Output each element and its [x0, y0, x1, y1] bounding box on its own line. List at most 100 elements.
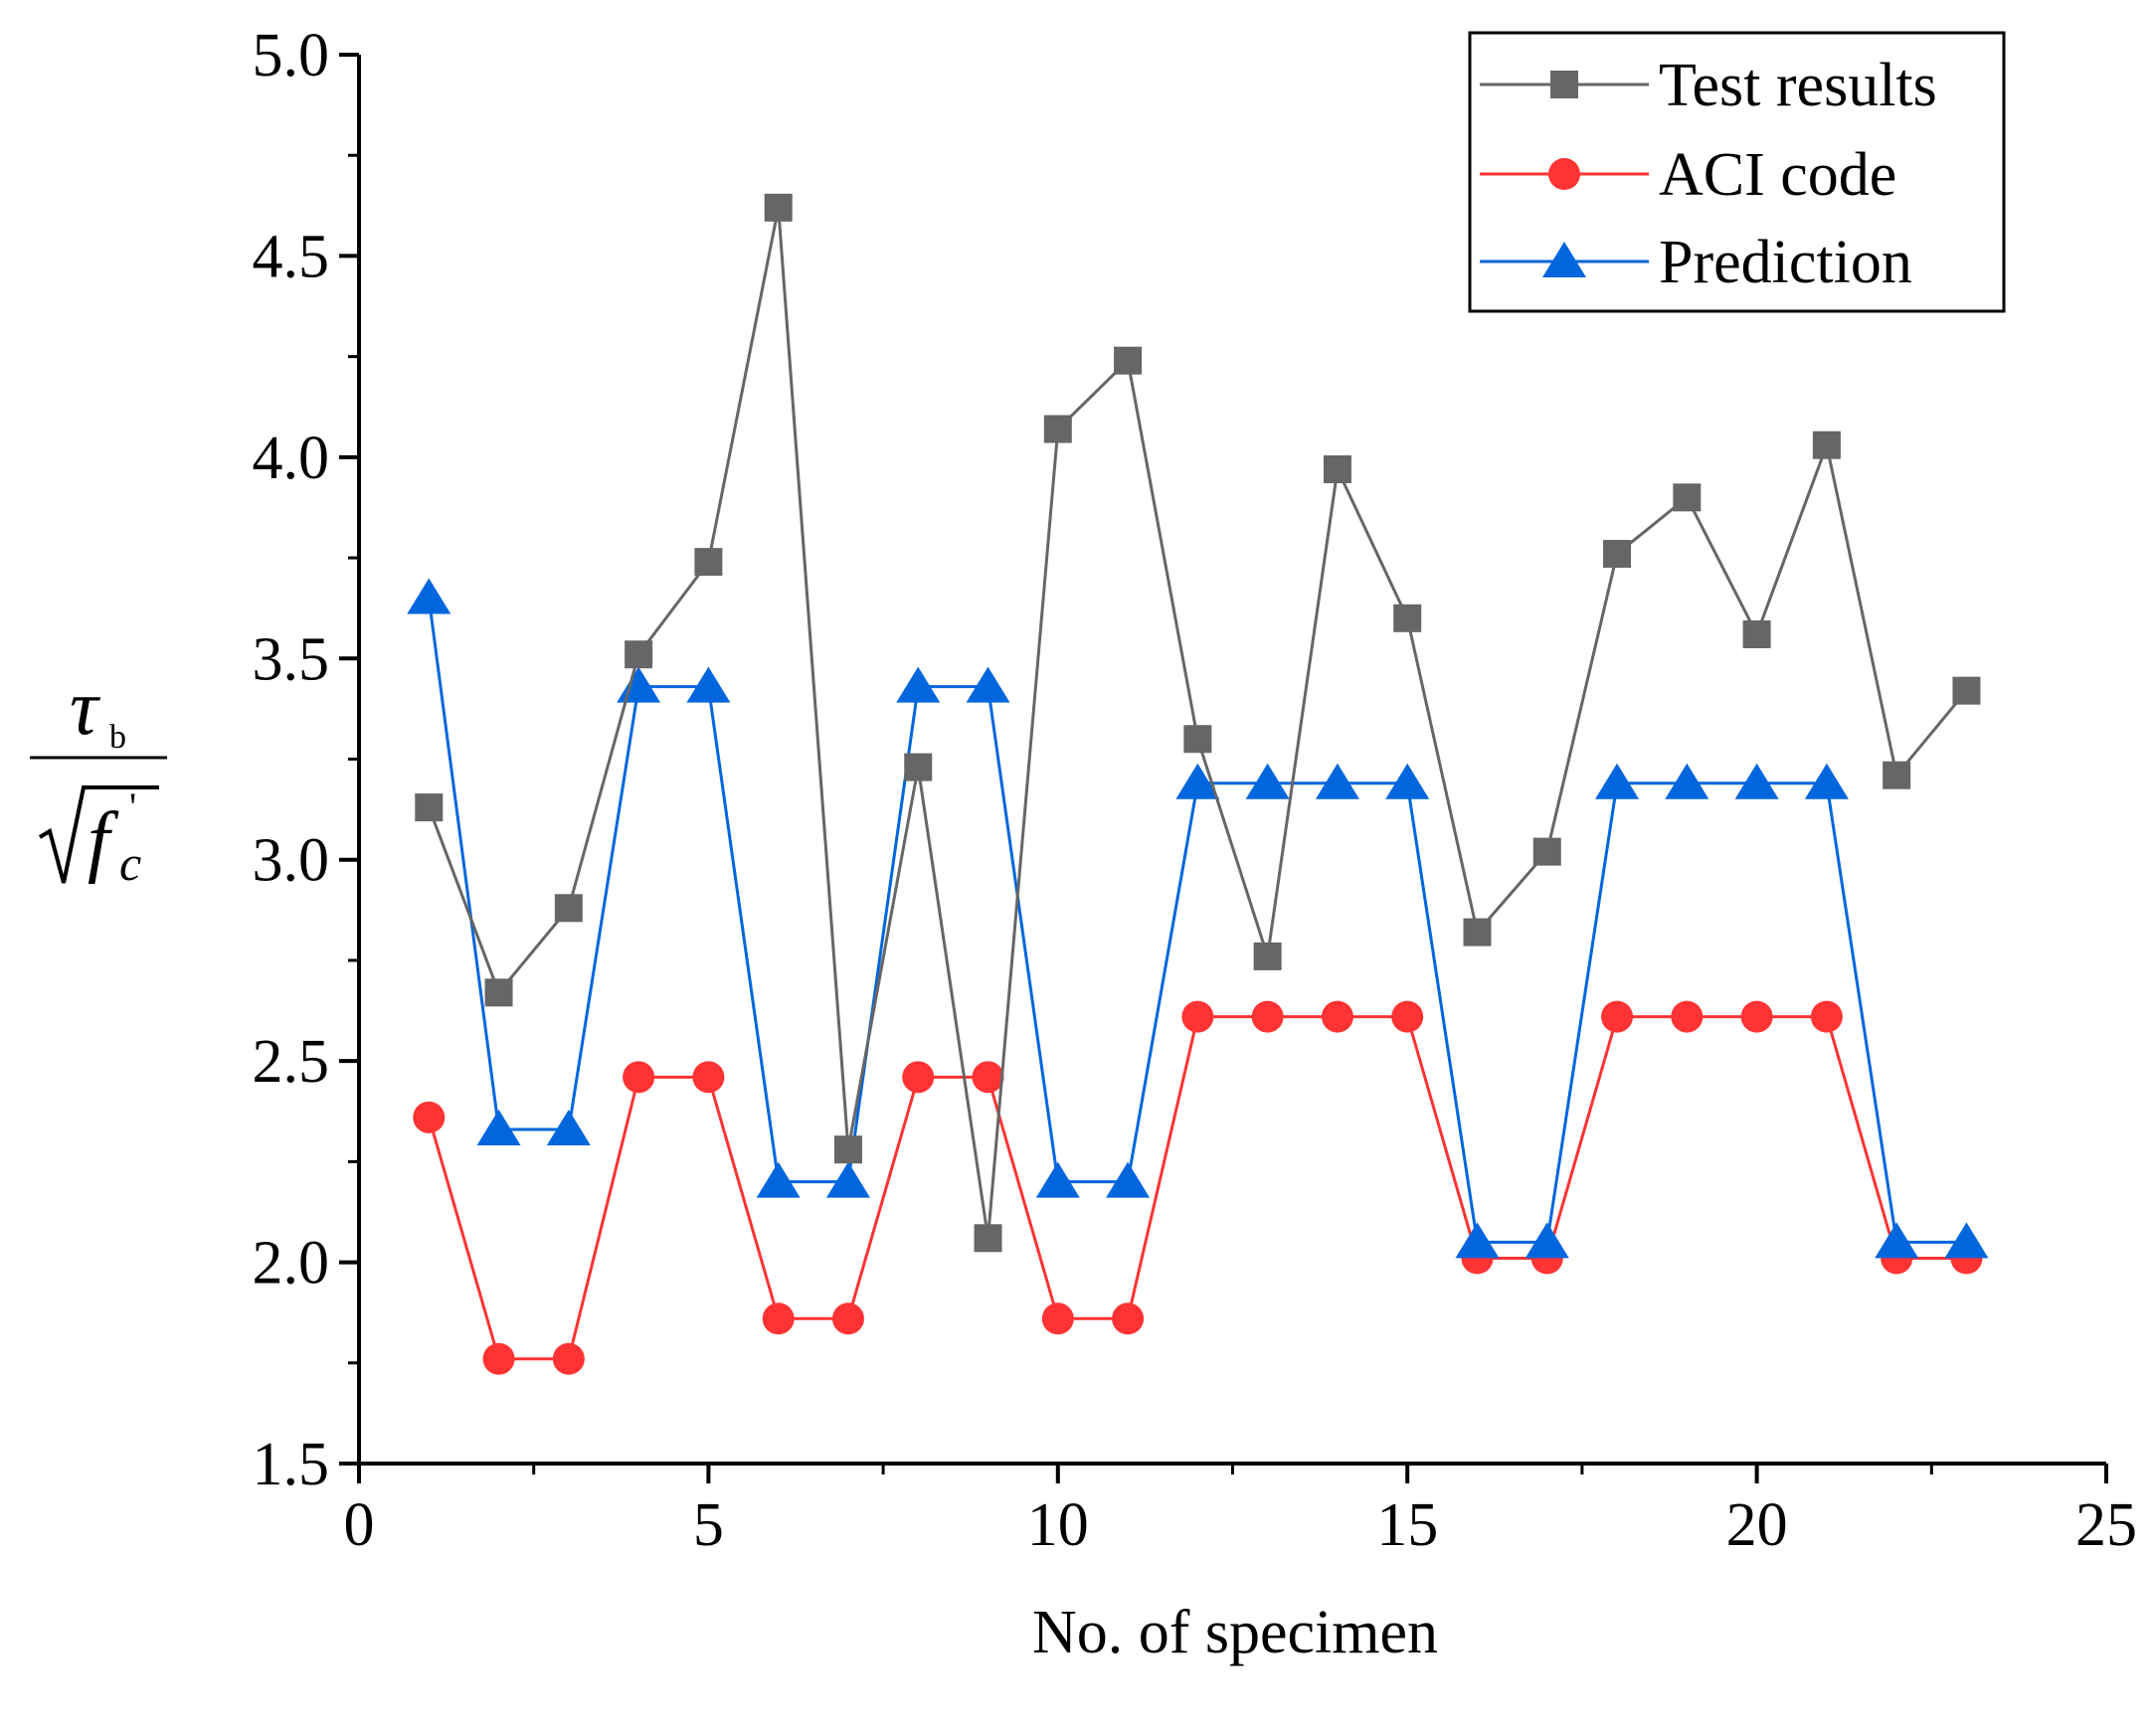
y-axis-radical-icon — [38, 785, 159, 884]
legend-item-prediction: Prediction — [1480, 229, 1912, 296]
series-line-test-results — [427, 207, 1968, 1239]
data-point-prediction — [1665, 763, 1709, 799]
series-line-prediction — [427, 598, 1967, 1244]
legend-label-test-results: Test results — [1659, 52, 1937, 119]
data-point-aci-code — [1112, 1302, 1145, 1335]
data-point-test-results — [904, 753, 933, 781]
data-point-prediction — [686, 666, 731, 703]
y-tick-label: 1.5 — [253, 1431, 330, 1498]
data-point-test-results — [833, 1135, 862, 1164]
data-point-aci-code — [482, 1342, 515, 1375]
y-axis-numerator-subscript: b — [109, 719, 126, 756]
y-tick-label: 4.5 — [253, 223, 330, 290]
data-point-prediction — [407, 578, 451, 614]
data-point-aci-code — [1671, 1000, 1704, 1033]
series-test-results — [415, 193, 1981, 1253]
x-tick-label: 0 — [344, 1491, 375, 1559]
data-point-test-results — [415, 793, 444, 822]
y-tick-label: 3.5 — [253, 625, 330, 693]
data-point-test-results — [1183, 725, 1212, 754]
data-point-prediction — [1106, 1161, 1151, 1198]
y-tick-label: 3.0 — [253, 827, 330, 895]
y-axis-denominator-subscript: c — [119, 835, 141, 891]
legend-items: Test results ACI code Prediction — [1480, 52, 1937, 296]
data-point-aci-code — [1740, 1000, 1773, 1033]
data-point-prediction — [1035, 1161, 1080, 1198]
y-tick-label: 2.0 — [253, 1230, 330, 1298]
data-point-prediction — [896, 666, 941, 703]
y-axis-numerator-symbol: τ — [70, 664, 101, 752]
data-point-prediction — [1245, 763, 1290, 799]
legend-label-prediction: Prediction — [1659, 229, 1912, 296]
series-layer — [407, 193, 1989, 1375]
ticks: 0 5 10 15 20 25 1.5 2.0 2.5 3.0 3.5 4.0 4.5 5.0 — [253, 22, 2138, 1559]
data-point-test-results — [1463, 918, 1492, 947]
data-point-test-results — [1253, 942, 1282, 970]
series-line-aci-code — [427, 1015, 1967, 1361]
data-point-prediction — [1455, 1222, 1500, 1259]
data-point-test-results — [1114, 346, 1143, 375]
y-axis-denominator-prime: ' — [129, 784, 136, 829]
data-point-test-results — [1532, 837, 1561, 866]
y-axis-title: τ b f c ' — [30, 664, 167, 891]
data-point-prediction — [1385, 763, 1430, 799]
data-point-test-results — [1323, 455, 1351, 484]
data-point-aci-code — [413, 1101, 446, 1133]
data-point-aci-code — [1321, 1000, 1353, 1033]
data-point-prediction — [825, 1161, 870, 1198]
data-point-test-results — [1673, 483, 1702, 512]
y-tick-label: 2.5 — [253, 1028, 330, 1096]
data-point-aci-code — [692, 1061, 725, 1094]
data-point-prediction — [1734, 763, 1779, 799]
legend-marker-aci-code — [1548, 158, 1580, 190]
data-point-test-results — [625, 640, 653, 669]
data-point-aci-code — [623, 1061, 655, 1094]
data-point-test-results — [1742, 619, 1771, 648]
data-point-prediction — [1875, 1222, 1919, 1259]
data-point-prediction — [1944, 1222, 1989, 1259]
data-point-prediction — [756, 1161, 801, 1198]
data-point-prediction — [1525, 1222, 1569, 1259]
data-point-test-results — [1603, 540, 1632, 569]
data-point-aci-code — [902, 1061, 935, 1094]
x-tick-label: 5 — [693, 1491, 724, 1559]
data-point-test-results — [1883, 761, 1911, 789]
series-aci-code — [413, 1000, 1983, 1375]
legend-marker-prediction — [1542, 242, 1586, 277]
data-point-test-results — [1393, 604, 1422, 632]
data-point-test-results — [1043, 415, 1072, 443]
data-point-prediction — [476, 1109, 521, 1145]
x-tick-label: 25 — [2075, 1491, 2137, 1559]
legend-marker-test-results — [1550, 71, 1578, 98]
data-point-test-results — [974, 1224, 1002, 1253]
series-prediction — [407, 578, 1989, 1259]
legend: Test results ACI code Prediction — [1468, 31, 2006, 313]
data-point-aci-code — [1601, 1000, 1634, 1033]
data-point-aci-code — [762, 1302, 795, 1335]
data-point-test-results — [554, 894, 583, 923]
data-point-prediction — [1315, 763, 1359, 799]
legend-item-test-results: Test results — [1480, 52, 1937, 119]
data-point-prediction — [617, 666, 661, 703]
x-tick-label: 10 — [1027, 1491, 1089, 1559]
data-point-prediction — [1595, 763, 1640, 799]
y-tick-label: 4.0 — [253, 425, 330, 492]
data-point-test-results — [1952, 676, 1981, 705]
data-point-aci-code — [1391, 1000, 1424, 1033]
data-point-test-results — [484, 978, 513, 1007]
legend-item-aci-code: ACI code — [1480, 141, 1896, 209]
data-point-prediction — [546, 1109, 591, 1145]
data-point-aci-code — [1251, 1000, 1284, 1033]
x-tick-label: 15 — [1376, 1491, 1438, 1559]
data-point-aci-code — [831, 1302, 864, 1335]
data-point-aci-code — [972, 1061, 1004, 1094]
data-point-test-results — [764, 193, 793, 222]
data-point-aci-code — [1181, 1000, 1214, 1033]
data-point-aci-code — [1810, 1000, 1843, 1033]
legend-label-aci-code: ACI code — [1659, 141, 1896, 209]
x-tick-label: 20 — [1726, 1491, 1788, 1559]
data-point-prediction — [1804, 763, 1849, 799]
x-axis-title: No. of specimen — [1032, 1599, 1438, 1666]
data-point-test-results — [1812, 431, 1841, 459]
